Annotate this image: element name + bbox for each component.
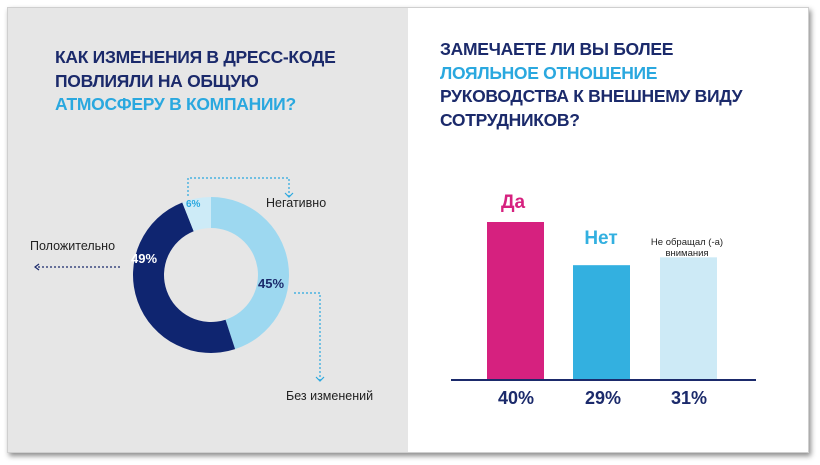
donut-slice	[211, 197, 290, 350]
arrow-icon	[315, 376, 325, 382]
chart-canvas	[34, 177, 756, 382]
legend-no-change: Без изменений	[286, 389, 374, 403]
legend-positive: Положительно	[30, 239, 116, 253]
bar-value-no-attention: 31%	[670, 388, 708, 408]
arrow-icon	[34, 263, 40, 271]
donut-title: Как изменения в дресс-коде повлияли на о…	[55, 46, 336, 117]
title-highlight: лояльное отношение	[440, 62, 658, 83]
title-line: сотрудников?	[440, 109, 580, 130]
data-label-no-change: 45%	[258, 276, 285, 291]
bar-title: Замечаете ли вы более лояльное отношение…	[440, 38, 743, 132]
donut-slice	[132, 202, 236, 354]
title-line: повлияли на общую	[55, 70, 259, 91]
bar-category-yes: Да	[500, 192, 526, 213]
bar	[660, 257, 717, 379]
bar-category-no-attention: Не обращал (-а) внимания	[642, 237, 732, 259]
bar	[487, 222, 544, 379]
bar-value-yes: 40%	[497, 388, 535, 408]
donut-slice	[182, 197, 211, 232]
data-label-negative: 6%	[186, 199, 201, 210]
title-line: руководства к внешнему виду	[440, 86, 743, 106]
category-line: внимания	[665, 248, 709, 259]
bar-chart	[487, 222, 717, 379]
title-line: Как изменения в дресс-коде	[55, 47, 336, 67]
leader-no-change	[294, 292, 321, 381]
bar-category-no: Нет	[584, 228, 618, 249]
bar	[573, 265, 630, 379]
title-highlight: атмосферу в компании?	[55, 94, 296, 114]
bar-value-no: 29%	[584, 388, 622, 408]
leader-negative	[187, 177, 290, 196]
donut-chart	[132, 197, 290, 354]
category-line: Не обращал (-а)	[650, 237, 724, 248]
arrow-icon	[284, 192, 294, 198]
infographic: Как изменения в дресс-коде повлияли на о…	[7, 7, 809, 453]
data-label-positive: 49%	[131, 251, 158, 266]
title-line: Замечаете ли вы более	[440, 39, 674, 59]
legend-negative: Негативно	[266, 196, 327, 210]
left-panel: Как изменения в дресс-коде повлияли на о…	[8, 8, 408, 452]
